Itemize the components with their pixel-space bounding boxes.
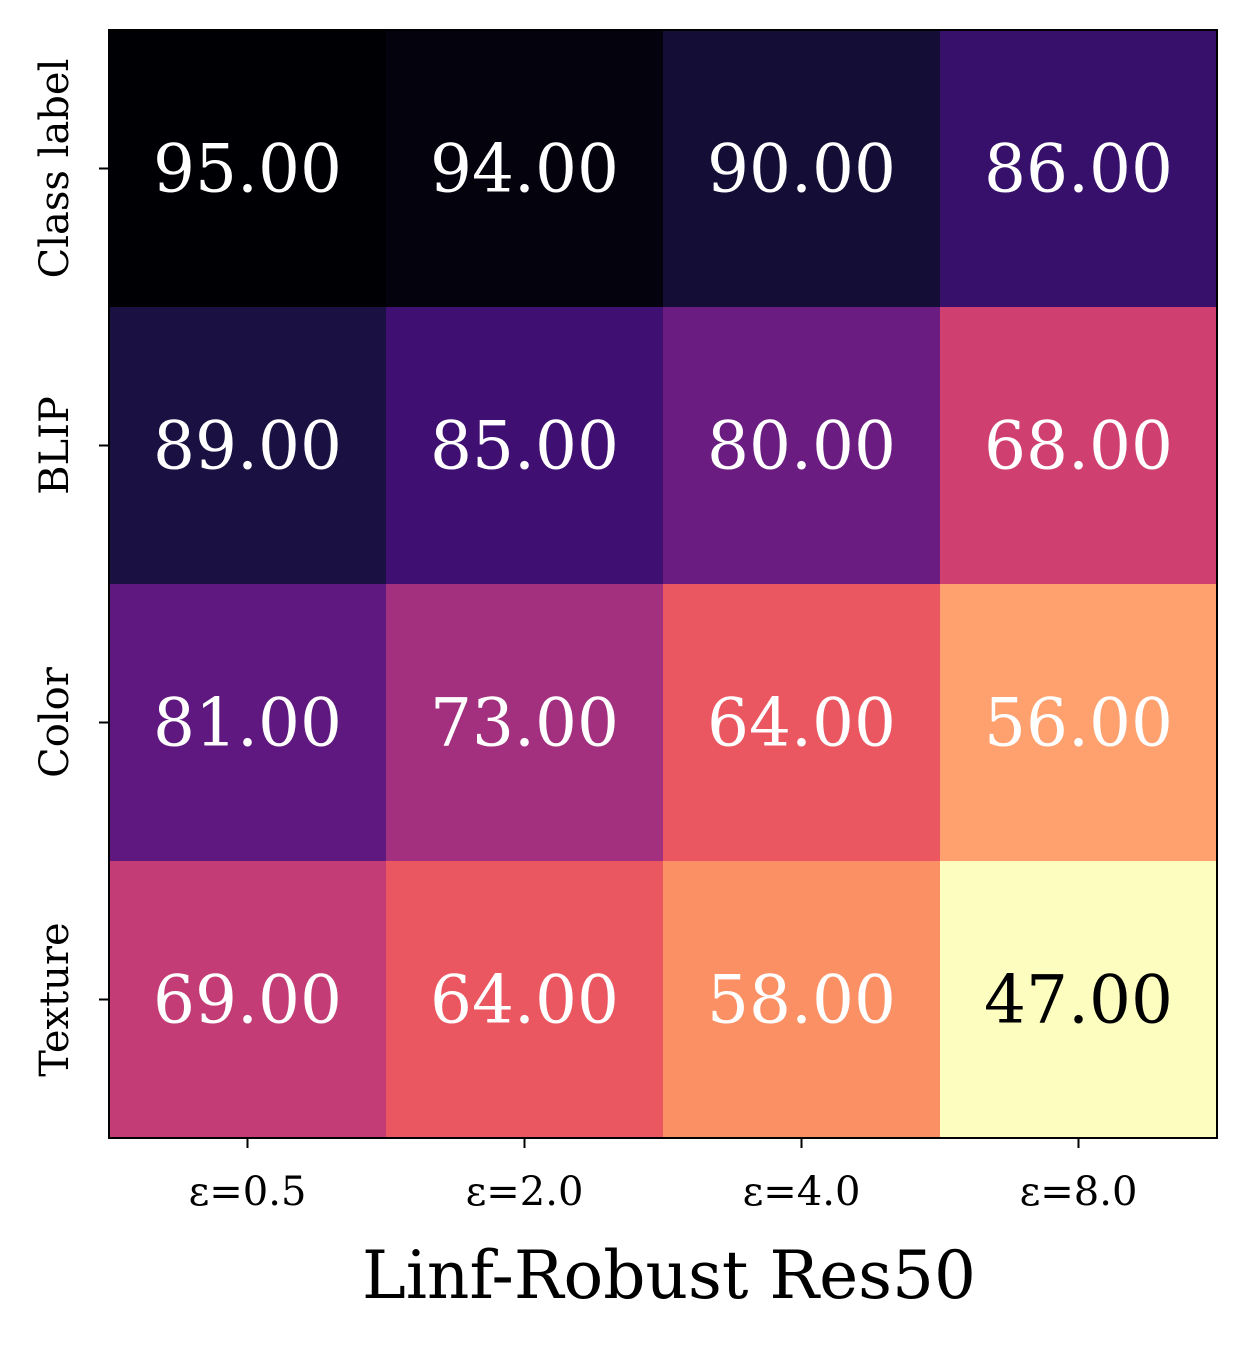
heatmap-cell-r3-c0 [109, 861, 387, 1139]
cell-value-labels: 95.00 94.00 90.00 86.00 89.00 85.00 80.00 68.00… [153, 131, 1173, 1039]
cell-value-r3-c2: 58.00 [707, 962, 896, 1039]
cell-value-r3-c1: 64.00 [430, 962, 619, 1039]
cell-value-r1-c1: 85.00 [430, 408, 619, 485]
heatmap-cell-r1-c3 [940, 307, 1218, 585]
cell-value-r0-c0: 95.00 [153, 131, 342, 208]
heatmap-cell-r0-c0 [109, 30, 387, 308]
cell-value-r3-c0: 69.00 [153, 962, 342, 1039]
plot-frame [108, 29, 1218, 1139]
x-axis-ticks: ε=0.5 ε=2.0 ε=4.0 ε=8.0 [189, 1138, 1138, 1215]
heatmap-cell-r3-c3 [940, 861, 1218, 1139]
cell-value-r3-c3: 47.00 [984, 962, 1173, 1039]
heatmap-cell-r0-c1 [386, 30, 664, 308]
y-tick-label-color: Color [32, 666, 78, 778]
heatmap-cell-r0-c2 [663, 30, 941, 308]
heatmap-cell-r2-c1 [386, 584, 664, 862]
cell-value-r1-c2: 80.00 [707, 408, 896, 485]
x-tick-label-1: ε=2.0 [466, 1169, 584, 1215]
x-tick-label-2: ε=4.0 [743, 1169, 861, 1215]
heatmap-cell-r1-c1 [386, 307, 664, 585]
heatmap-cells [109, 30, 1218, 1139]
heatmap-cell-r0-c3 [940, 30, 1218, 308]
y-tick-label-blip: BLIP [32, 396, 78, 495]
cell-value-r0-c1: 94.00 [430, 131, 619, 208]
x-tick-label-3: ε=8.0 [1020, 1169, 1138, 1215]
heatmap-cell-r1-c0 [109, 307, 387, 585]
heatmap-cell-r2-c3 [940, 584, 1218, 862]
x-axis-label: Linf-Robust Res50 [362, 1237, 976, 1314]
heatmap-cell-r3-c2 [663, 861, 941, 1139]
y-tick-label-texture: Texture [32, 922, 78, 1076]
cell-value-r2-c3: 56.00 [984, 685, 1173, 762]
cell-value-r2-c1: 73.00 [430, 685, 619, 762]
cell-value-r0-c2: 90.00 [707, 131, 896, 208]
heatmap-cell-r1-c2 [663, 307, 941, 585]
cell-value-r0-c3: 86.00 [984, 131, 1173, 208]
heatmap-cell-r3-c1 [386, 861, 664, 1139]
cell-value-r1-c0: 89.00 [153, 408, 342, 485]
cell-value-r2-c0: 81.00 [153, 685, 342, 762]
cell-value-r2-c2: 64.00 [707, 685, 896, 762]
heatmap-cell-r2-c0 [109, 584, 387, 862]
y-axis-ticks: Class label BLIP Color Texture [32, 59, 109, 1077]
cell-value-r1-c3: 68.00 [984, 408, 1173, 485]
x-tick-label-0: ε=0.5 [189, 1169, 307, 1215]
heatmap-cell-r2-c2 [663, 584, 941, 862]
y-tick-label-class-label: Class label [32, 59, 78, 279]
